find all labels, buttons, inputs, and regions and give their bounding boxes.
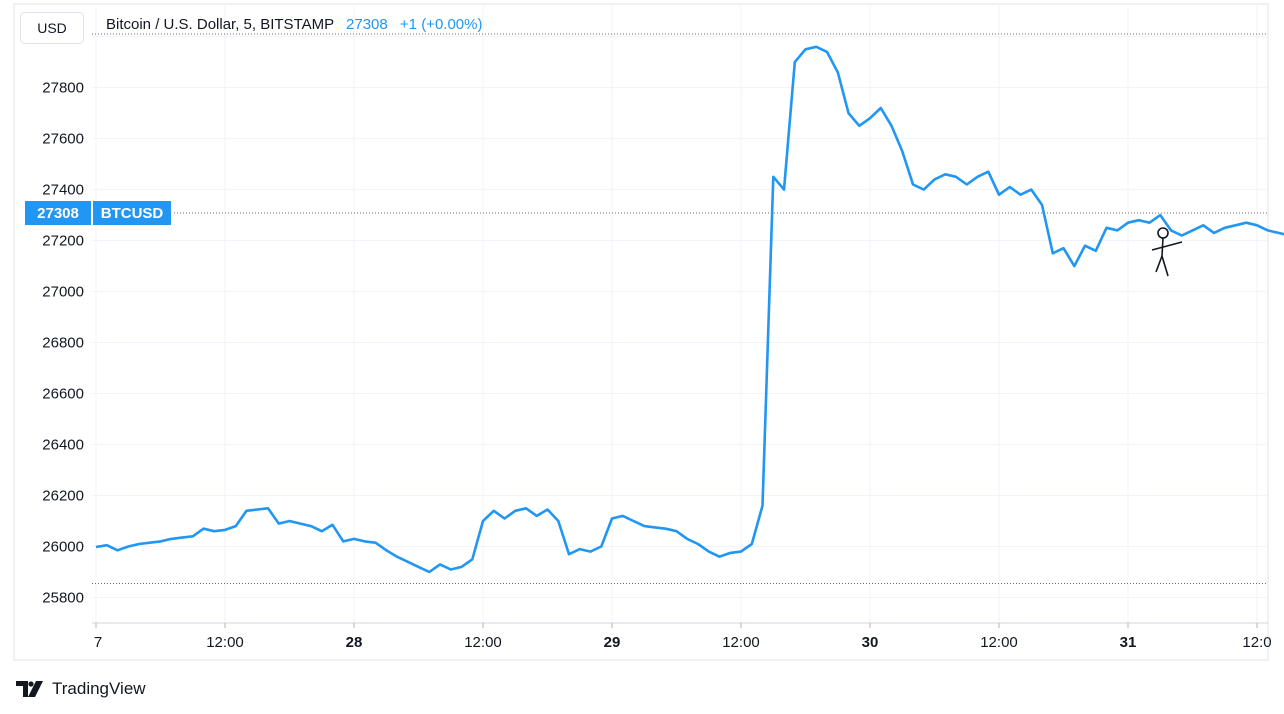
x-tick-label: 12:00: [722, 634, 760, 651]
y-tick-label: 27600: [42, 131, 84, 148]
y-tick-label: 26600: [42, 386, 84, 403]
y-tick-label: 27000: [42, 284, 84, 301]
x-axis: 7 12:00 28 12:00 29 12:00 30 12:00 31 12:0: [94, 623, 1272, 651]
price-change: +1 (+0.00%): [399, 16, 483, 33]
y-axis: 25800 26000 26200 26400 26600 26800 27000 27200…: [42, 29, 84, 607]
last-price-badge: [25, 201, 91, 226]
last-price-badge-text: 27308: [37, 205, 79, 222]
chart-header: Bitcoin / U.S. Dollar, 5, BITSTAMP 27308…: [106, 16, 482, 33]
y-tick-label: 26000: [42, 539, 84, 556]
x-tick-label: 7: [94, 634, 102, 651]
chart-grid: [92, 6, 1268, 623]
series-badge-text: BTCUSD: [101, 205, 164, 222]
y-tick-label: 27200: [42, 233, 84, 250]
series-badge: [93, 201, 171, 226]
y-tick-label: 27400: [42, 182, 84, 199]
x-tick-label: 12:00: [980, 634, 1018, 651]
x-tick-label: 29: [604, 634, 621, 651]
price-labels: 27308 BTCUSD: [25, 201, 171, 226]
y-tick-label: 26800: [42, 335, 84, 352]
y-tick-label: 25800: [42, 590, 84, 607]
x-tick-label: 12:00: [464, 634, 502, 651]
y-tick-label: 26200: [42, 488, 84, 505]
tradingview-logo-icon: [16, 681, 43, 697]
symbol-title[interactable]: Bitcoin / U.S. Dollar, 5, BITSTAMP: [106, 16, 334, 33]
last-price: 27308: [346, 16, 388, 33]
x-tick-label: 12:00: [206, 634, 244, 651]
stick-figure-doodle: [1151, 227, 1183, 277]
x-tick-label: 12:0: [1242, 634, 1271, 651]
reference-lines: [92, 33, 1268, 584]
y-tick-label: 26400: [42, 437, 84, 454]
chart-frame: [13, 3, 1269, 661]
currency-button[interactable]: USD: [20, 12, 84, 44]
x-tick-label: 31: [1120, 634, 1137, 651]
x-tick-label: 28: [346, 634, 363, 651]
y-tick-label: 27800: [42, 80, 84, 97]
x-tick-label: 30: [862, 634, 879, 651]
tradingview-brand[interactable]: TradingView: [16, 678, 146, 700]
brand-name: TradingView: [52, 679, 146, 698]
price-line: [95, 45, 1284, 574]
